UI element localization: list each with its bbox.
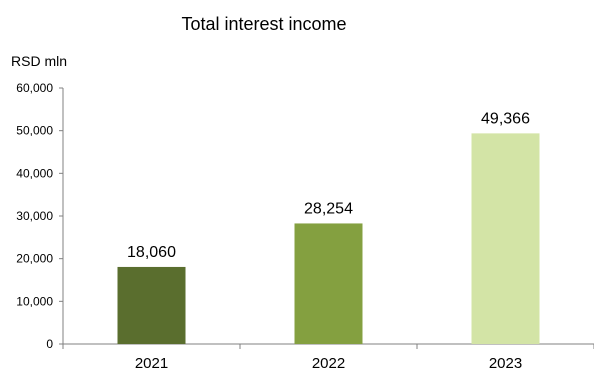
y-tick-label: 10,000: [16, 294, 53, 308]
y-tick-label: 30,000: [16, 209, 53, 223]
x-ticks: [62, 344, 594, 349]
data-label-2022: 28,254: [304, 200, 353, 217]
y-tick-label: 60,000: [16, 81, 53, 95]
y-ticks: 0 10,000 20,000 30,000 40,000 50,000 60,000: [16, 81, 63, 351]
category-label-2023: 2023: [489, 355, 522, 372]
y-axis-label: RSD mln: [11, 53, 67, 69]
y-tick-label: 50,000: [16, 124, 53, 138]
y-tick-label: 20,000: [16, 252, 53, 266]
y-tick-label: 40,000: [16, 166, 53, 180]
bars: [117, 133, 540, 344]
bar-2023: [471, 133, 540, 344]
category-label-2022: 2022: [312, 355, 345, 372]
y-tick-label: 0: [46, 337, 53, 351]
data-labels: 18,060 28,254 49,366: [127, 110, 530, 261]
data-label-2021: 18,060: [127, 244, 176, 261]
data-label-2023: 49,366: [481, 110, 530, 127]
category-label-2021: 2021: [135, 355, 168, 372]
bar-2022: [294, 223, 363, 344]
category-labels: 2021 2022 2023: [135, 355, 522, 372]
bar-2021: [117, 266, 186, 344]
chart-title: Total interest income: [181, 14, 346, 34]
